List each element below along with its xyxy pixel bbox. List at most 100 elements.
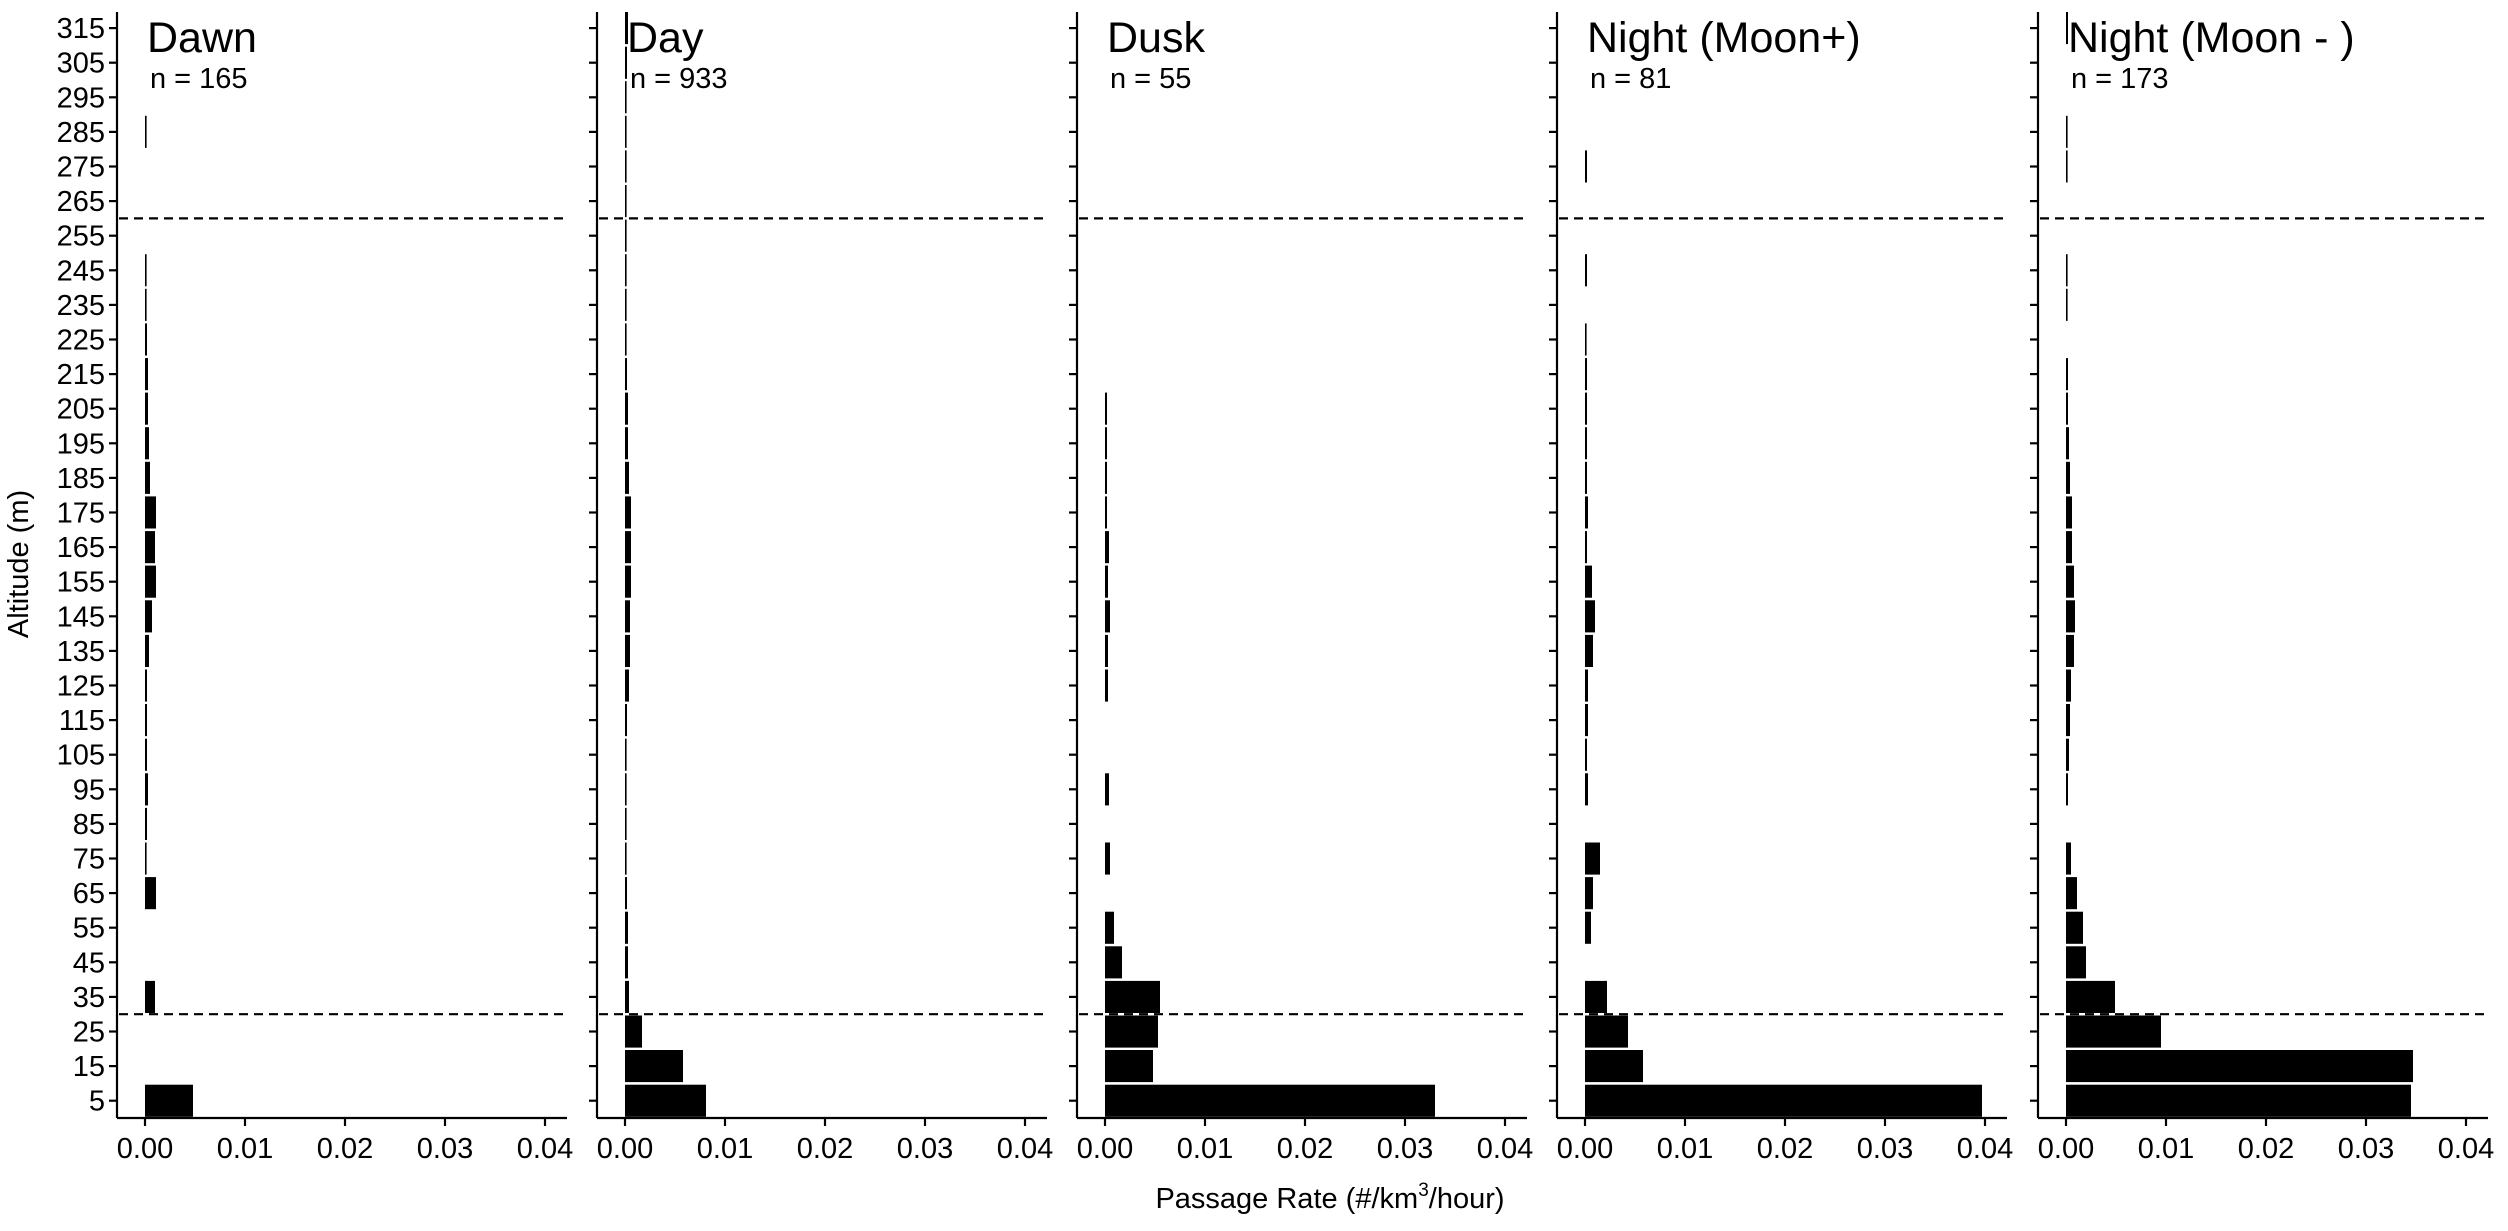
y-tick-label: 185: [57, 463, 105, 495]
bar: [625, 1084, 706, 1117]
bar: [2066, 1050, 2413, 1083]
panel-title: Day: [627, 14, 704, 62]
x-axis-title-superscript: 3: [1418, 1180, 1429, 1201]
bar: [1585, 773, 1588, 806]
bar: [145, 1084, 193, 1117]
bar: [145, 600, 152, 633]
bar: [2066, 911, 2083, 944]
bar: [1105, 634, 1108, 667]
y-tick-label: 245: [57, 255, 105, 287]
bar: [625, 427, 628, 460]
y-tick-label: 5: [89, 1086, 105, 1118]
x-tick-label: 0.01: [2138, 1133, 2194, 1165]
bar: [2066, 842, 2071, 875]
bar: [1105, 427, 1107, 460]
x-tick-label: 0.04: [1957, 1133, 2013, 1165]
bar: [2066, 738, 2069, 771]
bar: [145, 115, 147, 148]
panel-night-moon: 0.00 0.01 0.02 0.03 0.04 Night (Moon - )n = 1…: [2030, 12, 2494, 1165]
x-tick-label: 0.02: [1757, 1133, 1813, 1165]
x-tick-label: 0.02: [797, 1133, 853, 1165]
bar: [625, 1015, 642, 1048]
bar: [625, 842, 627, 875]
x-tick-label: 0.00: [1557, 1133, 1613, 1165]
bar: [1105, 669, 1108, 702]
bar: [625, 773, 627, 806]
bar: [2066, 12, 2068, 45]
bar: [1585, 704, 1588, 737]
y-tick-label: 55: [73, 913, 105, 945]
x-tick-label: 0.03: [2338, 1133, 2394, 1165]
bar: [1585, 1050, 1643, 1083]
panel-title: Dawn: [147, 14, 257, 62]
bar: [625, 461, 629, 494]
y-tick-label: 95: [73, 774, 105, 806]
bar: [145, 704, 147, 737]
x-tick-label: 0.01: [1657, 1133, 1713, 1165]
bar: [2066, 288, 2068, 321]
bar: [625, 219, 627, 252]
y-tick-label: 145: [57, 601, 105, 633]
bar: [1105, 565, 1108, 598]
panel-title: Night (Moon+): [1587, 14, 1861, 62]
y-tick-label: 35: [73, 982, 105, 1014]
bar: [2066, 565, 2074, 598]
y-tick-label: 105: [57, 740, 105, 772]
bar: [625, 704, 627, 737]
x-axis-title-main: Passage Rate (#/km: [1155, 1183, 1418, 1215]
bar: [145, 842, 147, 875]
bar: [2066, 704, 2070, 737]
bar: [2066, 496, 2072, 529]
y-tick-label: 235: [57, 290, 105, 322]
x-tick-label: 0.00: [597, 1133, 653, 1165]
bar: [625, 288, 627, 321]
y-tick-label: 255: [57, 221, 105, 253]
bar: [2066, 946, 2086, 979]
bar: [2066, 1015, 2161, 1048]
bar: [2066, 980, 2115, 1013]
bar: [145, 461, 150, 494]
bar: [2066, 358, 2068, 391]
x-tick-label: 0.04: [1477, 1133, 1533, 1165]
bar: [1105, 392, 1107, 425]
y-tick-label: 165: [57, 532, 105, 564]
bar: [625, 565, 631, 598]
y-tick-label: 225: [57, 325, 105, 357]
x-tick-label: 0.04: [2438, 1133, 2494, 1165]
y-tick-label: 315: [57, 13, 105, 45]
bar: [1105, 773, 1109, 806]
y-tick-label: 135: [57, 636, 105, 668]
bar: [1585, 496, 1588, 529]
x-tick-label: 0.03: [1857, 1133, 1913, 1165]
bar: [1105, 600, 1110, 633]
y-tick-label: 25: [73, 1017, 105, 1049]
bar: [1585, 358, 1587, 391]
bar: [145, 877, 156, 910]
y-tick-label: 65: [73, 878, 105, 910]
bar: [145, 323, 147, 356]
x-tick-label: 0.03: [417, 1133, 473, 1165]
bar: [1585, 634, 1593, 667]
bar: [145, 254, 147, 287]
bar: [2066, 461, 2070, 494]
bar: [625, 185, 627, 218]
bar: [2066, 634, 2074, 667]
y-axis-title: Altitude (m): [3, 490, 35, 638]
y-tick-label: 265: [57, 186, 105, 218]
x-axis-title: Passage Rate (#/km3/hour): [1155, 1180, 1504, 1215]
x-tick-label: 0.03: [1377, 1133, 1433, 1165]
bar: [145, 807, 147, 840]
bar: [2066, 392, 2068, 425]
bar: [1585, 461, 1587, 494]
bar: [1105, 1084, 1435, 1117]
bar: [1105, 496, 1107, 529]
bar: [625, 392, 628, 425]
bar: [625, 323, 627, 356]
panel-n-label: n = 933: [630, 63, 728, 95]
y-tick-label: 75: [73, 844, 105, 876]
y-tick-label: 175: [57, 498, 105, 530]
